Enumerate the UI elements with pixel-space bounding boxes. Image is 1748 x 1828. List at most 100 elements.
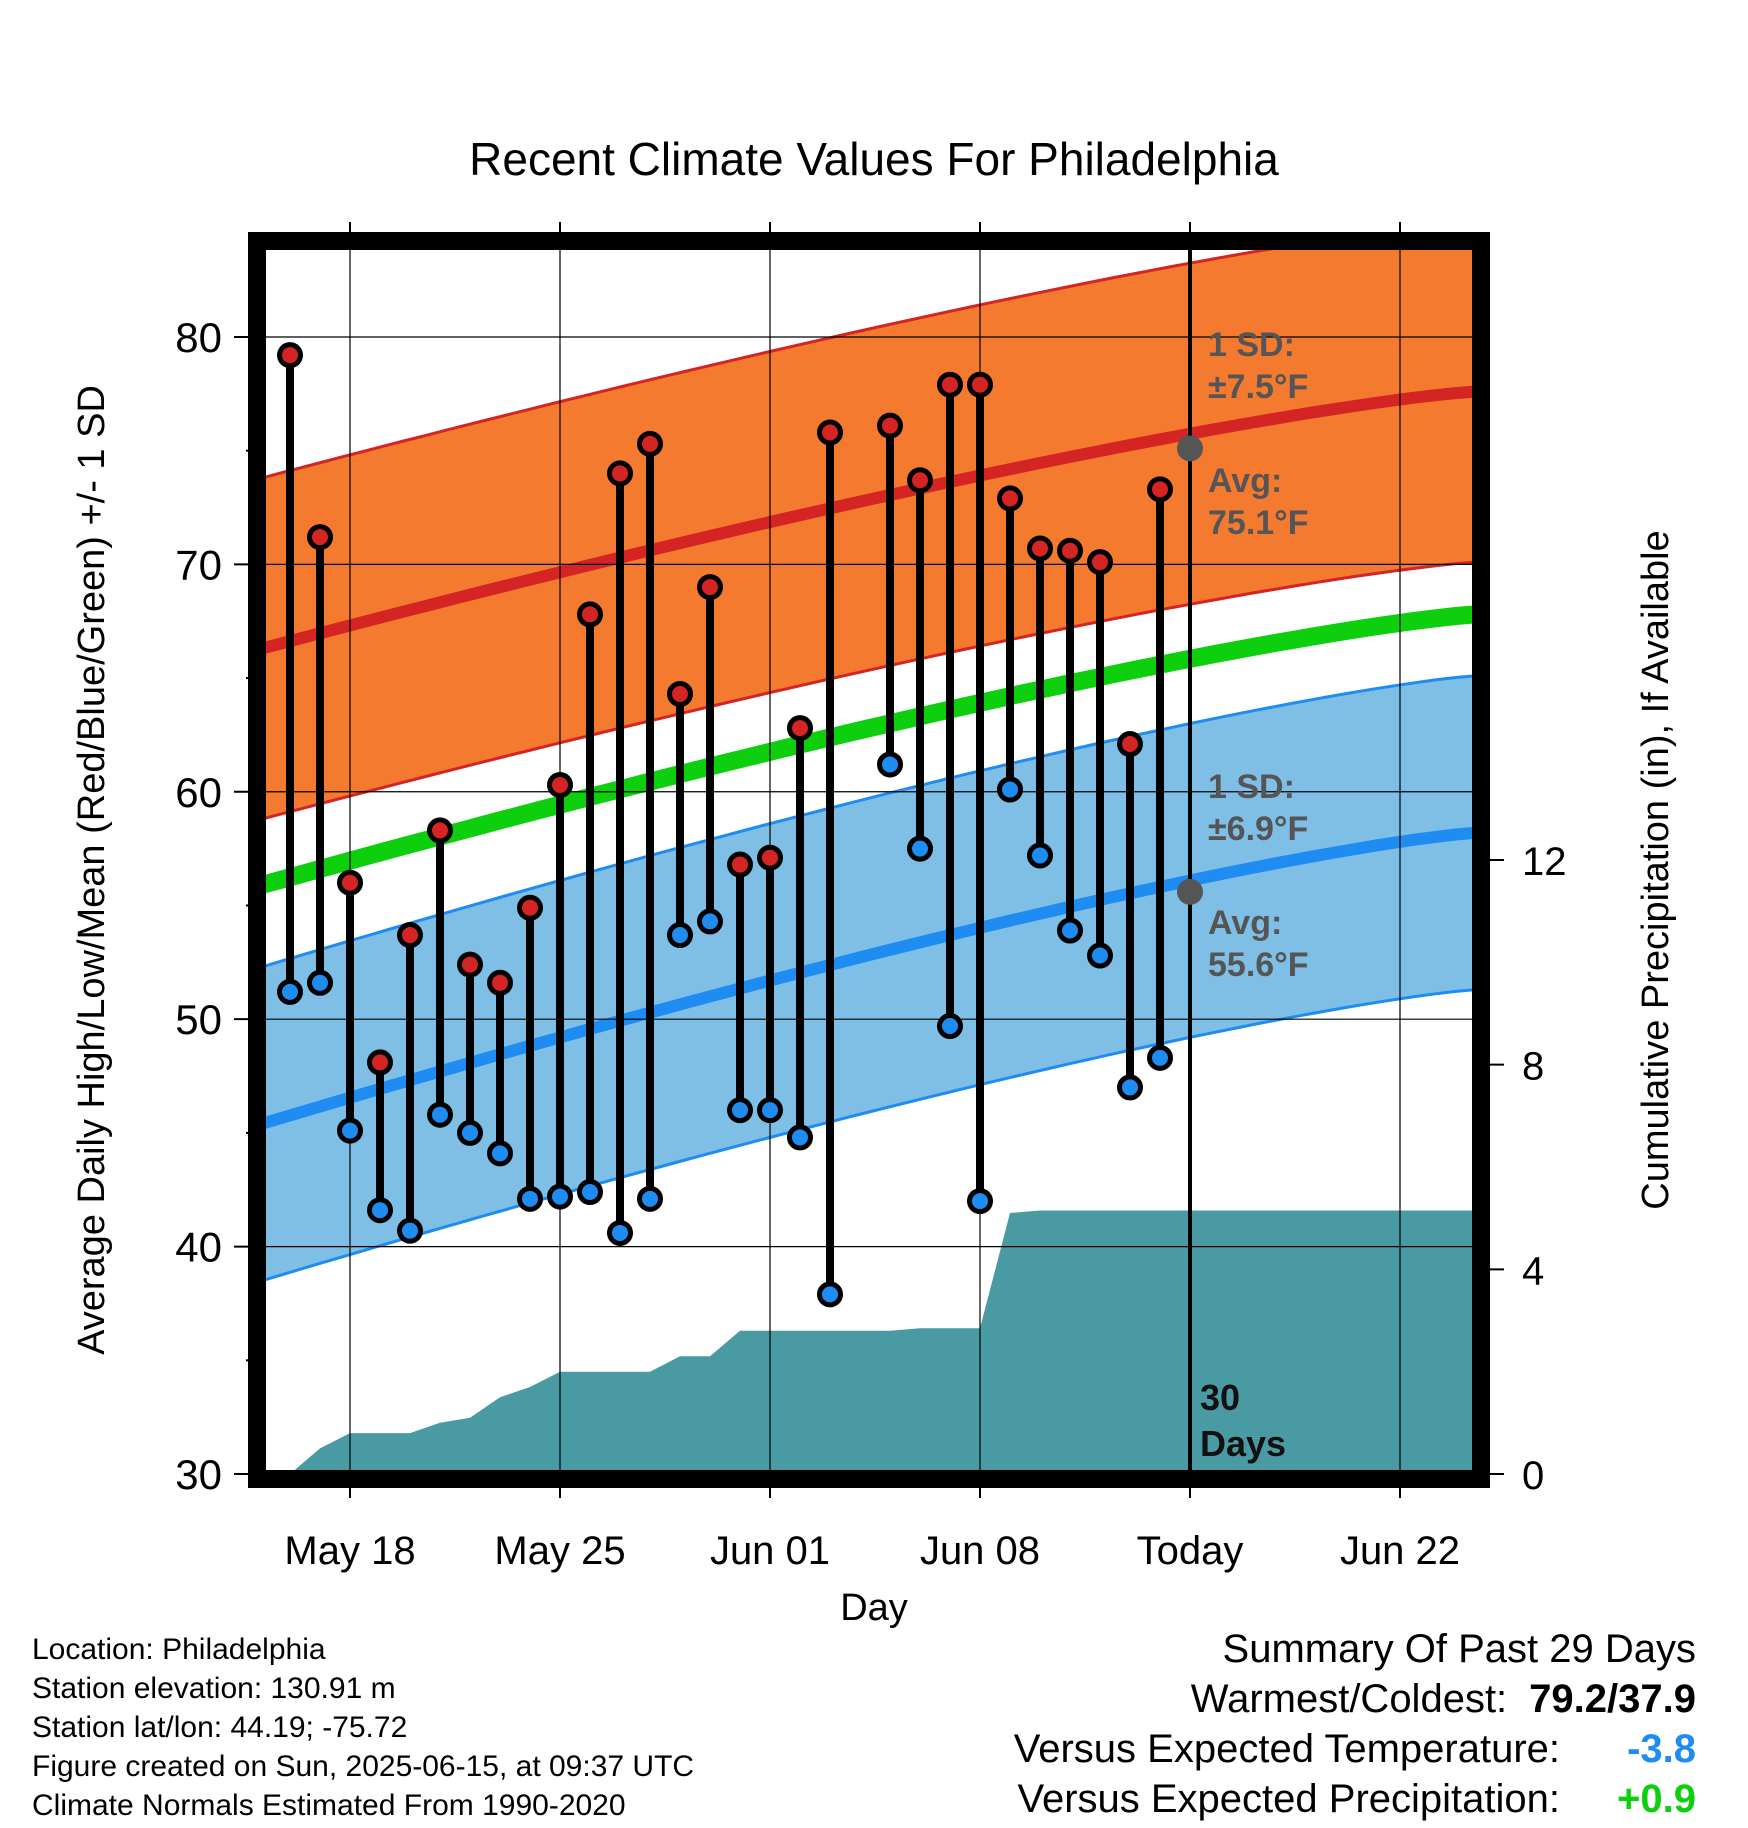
daily-low-marker <box>637 1185 663 1212</box>
y-tick-label: 70 <box>175 541 222 588</box>
summary-panel: Summary Of Past 29 Days Warmest/Coldest:… <box>1014 1624 1696 1824</box>
x-axis-label: Day <box>840 1587 908 1629</box>
normal-low-today-marker <box>1177 878 1203 905</box>
daily-low-marker <box>757 1097 783 1124</box>
info-elevation: Station elevation: 130.91 m <box>32 1672 396 1705</box>
daily-high-marker <box>817 419 843 446</box>
high-sd-label: 1 SD: <box>1208 326 1295 364</box>
plot-clip-group <box>262 246 1476 1474</box>
daily-low-marker <box>337 1117 363 1144</box>
daily-low-marker <box>1057 917 1083 944</box>
low-avg-label: Avg: <box>1208 904 1282 942</box>
daily-low-marker <box>997 776 1023 803</box>
daily-low-marker <box>517 1185 543 1212</box>
cumulative-precip-area <box>290 1210 1476 1474</box>
daily-low-marker <box>667 922 693 949</box>
daily-low-marker <box>547 1183 573 1210</box>
daily-low-marker <box>427 1101 453 1128</box>
chart-title: Recent Climate Values For Philadelphia <box>469 133 1279 185</box>
daily-high-marker <box>337 869 363 896</box>
summary-warmest-coldest: Warmest/Coldest: 79.2/37.9 <box>1014 1674 1696 1724</box>
daily-high-marker <box>877 412 903 439</box>
daily-high-marker <box>967 371 993 398</box>
daily-high-marker <box>667 680 693 707</box>
x-tick-label: May 18 <box>284 1529 415 1573</box>
daily-high-marker <box>1147 476 1173 503</box>
normal-mean-line <box>262 605 1476 894</box>
days-count-label: 30 <box>1200 1377 1240 1418</box>
daily-high-marker <box>787 715 813 742</box>
daily-low-marker <box>577 1179 603 1206</box>
daily-low-marker <box>1087 942 1113 969</box>
y-tick-label: 80 <box>175 314 222 361</box>
daily-high-marker <box>697 574 723 601</box>
y2-tick-label: 12 <box>1522 840 1567 884</box>
daily-high-marker <box>487 969 513 996</box>
temp-departure-value: -3.8 <box>1627 1727 1696 1771</box>
daily-low-marker <box>787 1124 813 1151</box>
precip-departure-value: +0.9 <box>1617 1777 1696 1821</box>
daily-high-marker <box>997 485 1023 512</box>
y2-tick-label: 4 <box>1522 1249 1544 1293</box>
daily-high-marker <box>517 894 543 921</box>
daily-high-marker <box>1117 731 1143 758</box>
low-avg-value: 55.6°F <box>1208 946 1309 984</box>
daily-high-marker <box>937 371 963 398</box>
daily-high-marker <box>427 817 453 844</box>
y-tick-label: 50 <box>175 996 222 1043</box>
daily-low-marker <box>937 1013 963 1040</box>
low-sd-upper-line <box>262 674 1476 969</box>
warmest-coldest-label: Warmest/Coldest: <box>1190 1677 1508 1721</box>
daily-high-marker <box>727 851 753 878</box>
y-tick-label: 60 <box>175 769 222 816</box>
daily-low-marker <box>607 1219 633 1246</box>
y-tick-label: 40 <box>175 1224 222 1271</box>
daily-high-marker <box>547 771 573 798</box>
x-tick-label: Jun 08 <box>920 1529 1040 1573</box>
summary-temperature: Versus Expected Temperature: -3.8 <box>1014 1724 1696 1774</box>
plot-area: 1 SD: ±7.5°F Avg: 75.1°F 1 SD: ±6.9°F Avg: 55.6… <box>175 222 1567 1573</box>
daily-low-marker <box>457 1119 483 1146</box>
daily-high-marker <box>607 460 633 487</box>
high-avg-value: 75.1°F <box>1208 504 1309 542</box>
daily-high-marker <box>757 844 783 871</box>
temp-departure-label: Versus Expected Temperature: <box>1013 1727 1560 1771</box>
daily-high-marker <box>907 467 933 494</box>
y2-tick-label: 8 <box>1522 1045 1544 1089</box>
daily-low-marker <box>1147 1044 1173 1071</box>
daily-high-marker <box>397 922 423 949</box>
normal-high-line <box>262 385 1476 655</box>
summary-precipitation: Versus Expected Precipitation: +0.9 <box>1014 1774 1696 1824</box>
info-latlon: Station lat/lon: 44.19; -75.72 <box>32 1711 408 1744</box>
daily-high-marker <box>277 342 303 369</box>
x-tick-label: Today <box>1137 1529 1244 1573</box>
low-sd-label: 1 SD: <box>1208 768 1295 806</box>
daily-low-marker <box>817 1281 843 1308</box>
x-tick-label: May 25 <box>494 1529 625 1573</box>
daily-low-marker <box>697 908 723 935</box>
low-sd-value: ±6.9°F <box>1208 810 1308 848</box>
high-sd-lower-line <box>262 560 1476 821</box>
low-sd-band <box>262 675 1476 1281</box>
info-location: Location: Philadelphia <box>32 1633 326 1666</box>
high-sd-value: ±7.5°F <box>1208 368 1308 406</box>
daily-high-marker <box>1087 549 1113 576</box>
y-axis-label-right: Cumulative Precipitation (in), If Availa… <box>1635 530 1677 1209</box>
low-sd-lower-line <box>262 988 1476 1283</box>
climate-chart: Recent Climate Values For Philadelphia 1… <box>71 133 1677 1629</box>
y2-tick-label: 0 <box>1522 1454 1544 1498</box>
daily-high-marker <box>1057 537 1083 564</box>
y-tick-label: 30 <box>175 1451 222 1498</box>
daily-high-marker <box>637 430 663 457</box>
info-created: Figure created on Sun, 2025-06-15, at 09… <box>32 1750 695 1783</box>
daily-high-marker <box>1027 535 1053 562</box>
x-tick-label: Jun 01 <box>710 1529 830 1573</box>
x-tick-label: Jun 22 <box>1340 1529 1460 1573</box>
daily-low-marker <box>1117 1074 1143 1101</box>
daily-low-marker <box>487 1140 513 1167</box>
daily-low-marker <box>397 1217 423 1244</box>
y-axis-label-left: Average Daily High/Low/Mean (Red/Blue/Gr… <box>71 385 113 1355</box>
station-info: Location: Philadelphia Station elevation… <box>32 1630 694 1825</box>
daily-low-marker <box>907 835 933 862</box>
high-avg-label: Avg: <box>1208 462 1282 500</box>
